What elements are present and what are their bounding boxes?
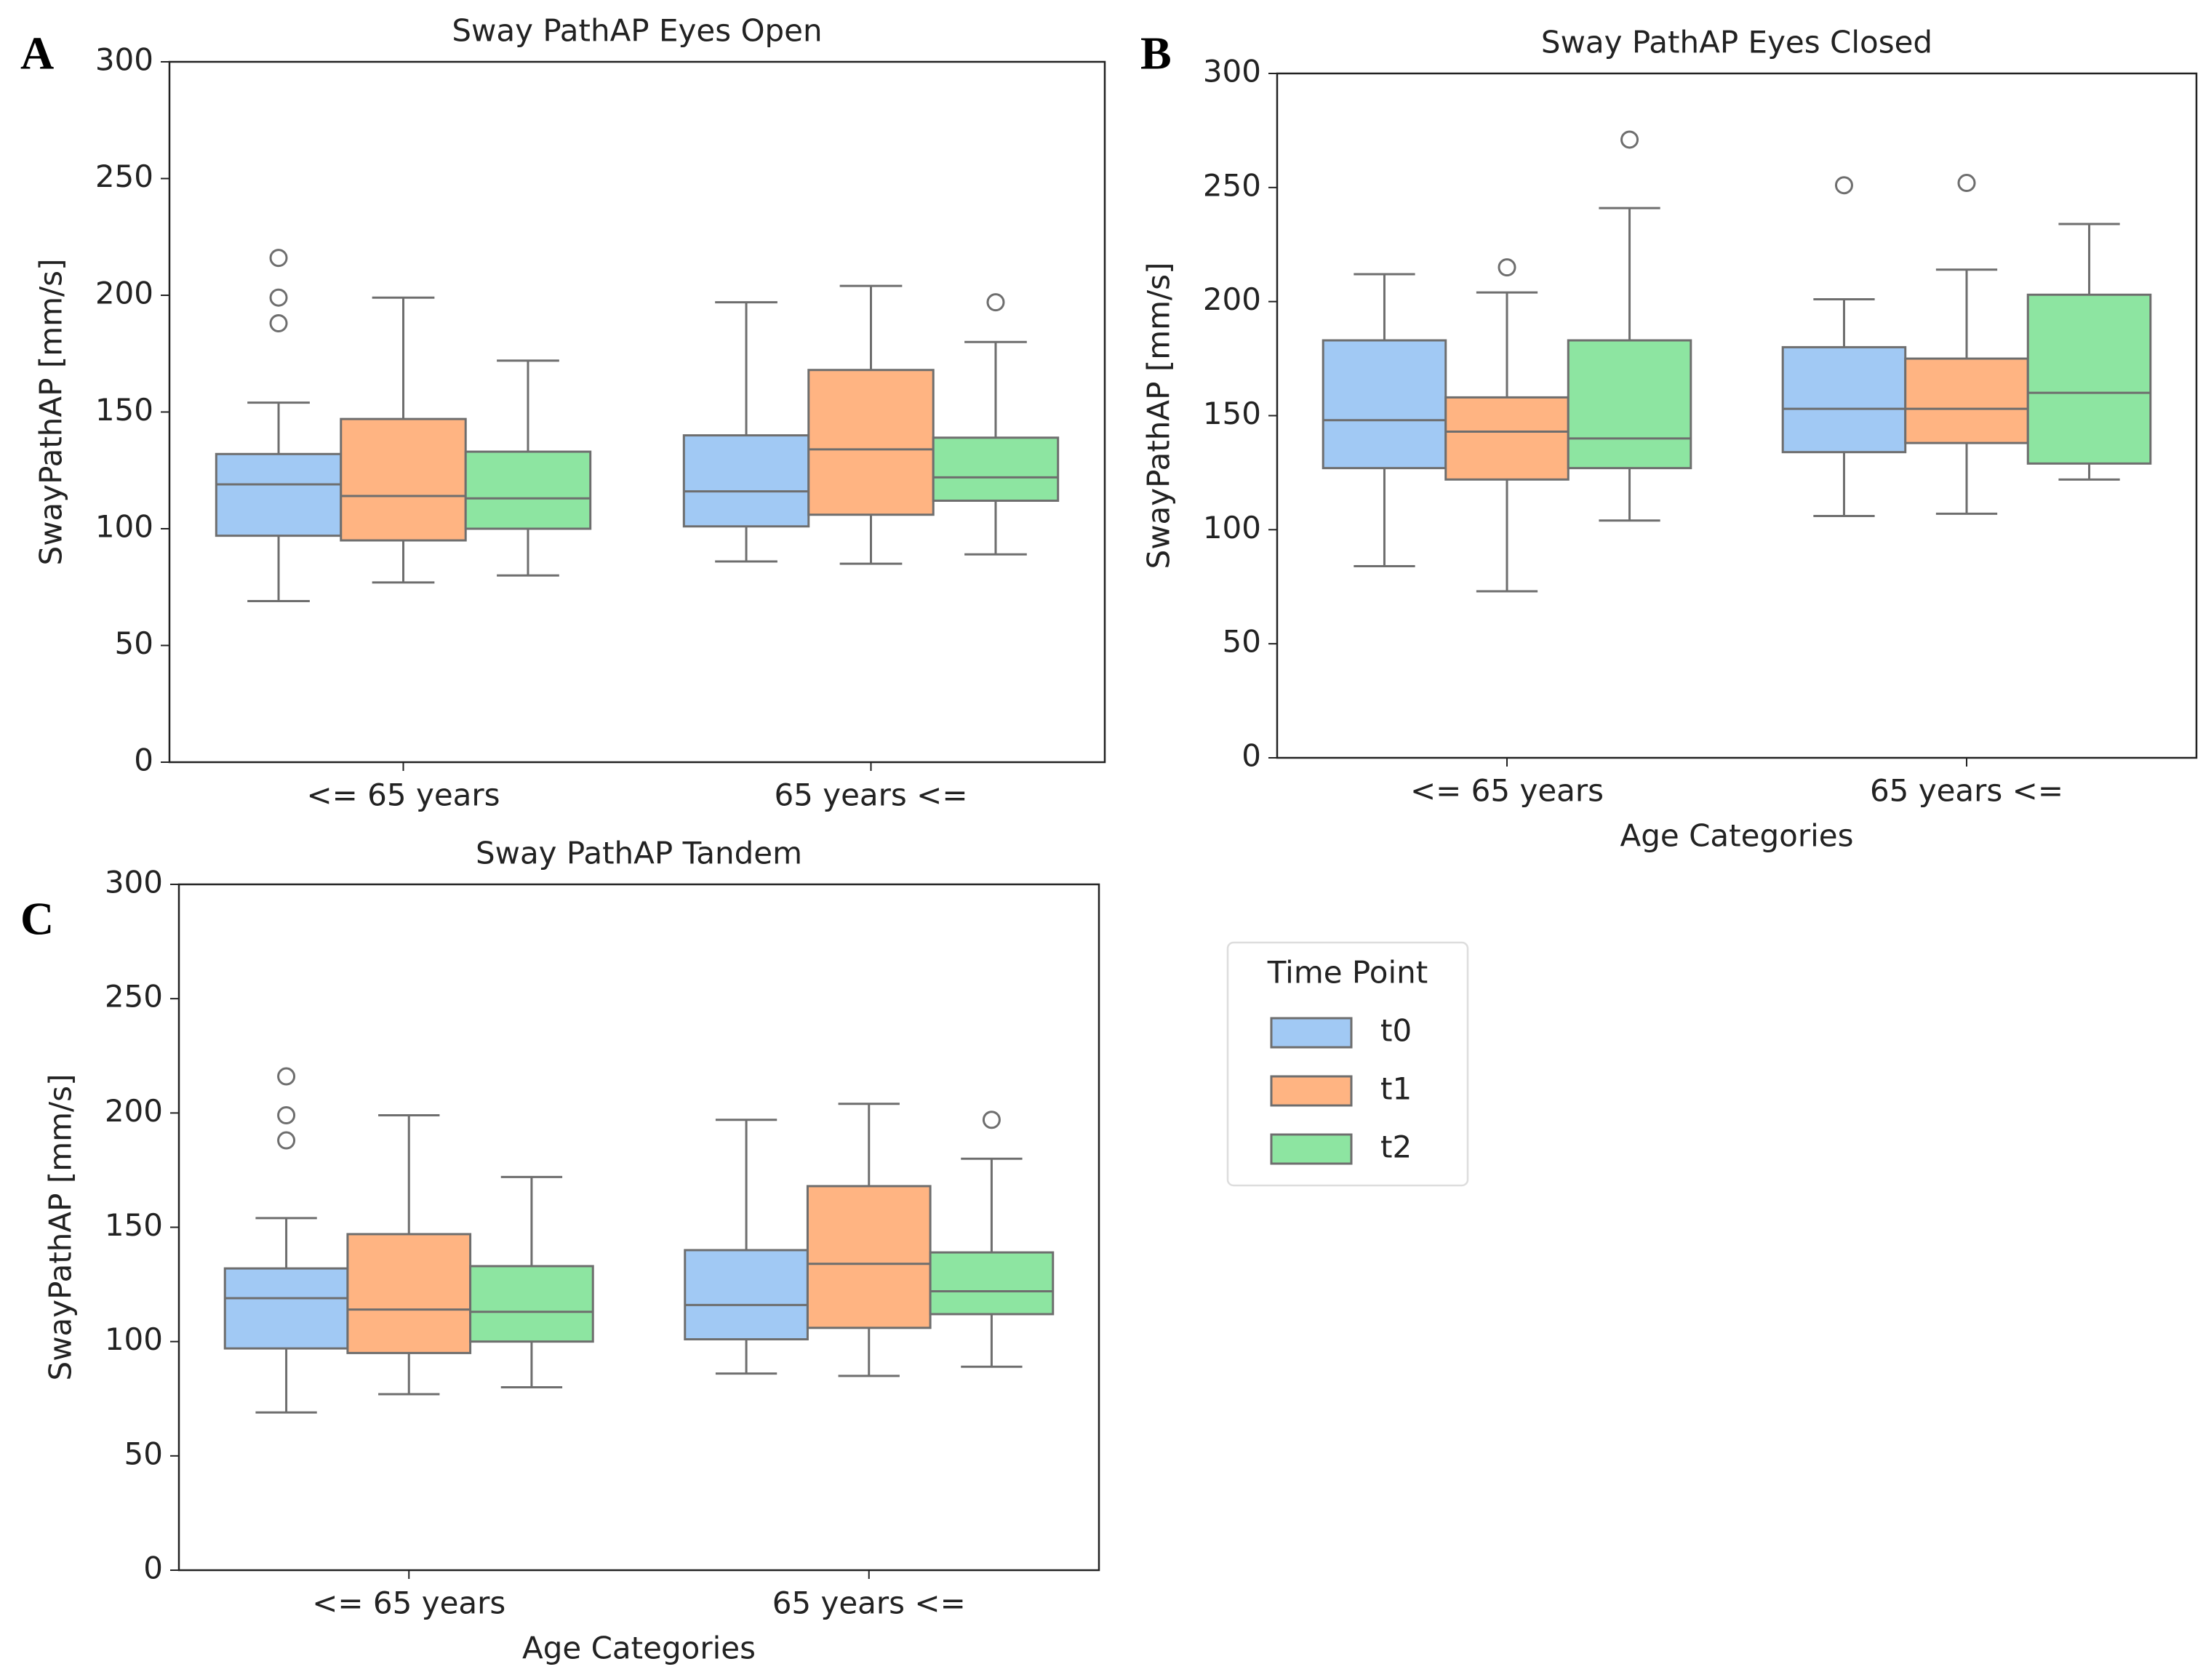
box	[807, 369, 935, 516]
y-tick-label: 150	[95, 392, 153, 428]
x-axis-label: Age Categories	[522, 1631, 756, 1666]
y-tick-label: 50	[115, 625, 153, 661]
y-tick-label: 0	[134, 743, 153, 778]
y-tick-label: 250	[1203, 167, 1261, 203]
legend-swatch	[1270, 1075, 1353, 1107]
box	[929, 1251, 1055, 1316]
flier	[269, 314, 288, 333]
flier	[982, 1111, 1001, 1129]
y-tick-label: 150	[105, 1207, 163, 1243]
flier	[1834, 176, 1853, 195]
chart-title: Sway PathAP Eyes Open	[452, 13, 822, 49]
flier	[277, 1105, 296, 1124]
box	[806, 1185, 932, 1329]
box	[2026, 293, 2152, 465]
box	[223, 1267, 349, 1350]
legend-label: t0	[1380, 1013, 1412, 1049]
panel-label: C	[20, 893, 54, 945]
box	[1444, 396, 1570, 481]
y-tick-label: 200	[1203, 281, 1261, 317]
y-tick-label: 50	[124, 1436, 163, 1471]
x-tick-label: <= 65 years	[1410, 773, 1604, 809]
y-tick-label: 300	[95, 42, 153, 78]
y-axis-label: SwayPathAP [mm/s]	[33, 259, 69, 566]
box	[682, 434, 810, 528]
y-tick-label: 200	[105, 1093, 163, 1129]
y-tick-label: 100	[105, 1321, 163, 1357]
flier	[269, 288, 288, 307]
box	[340, 417, 467, 542]
y-tick-label: 0	[1242, 738, 1261, 774]
y-tick-label: 100	[95, 509, 153, 545]
chart-title: Sway PathAP Tandem	[476, 836, 802, 871]
box	[1904, 357, 2029, 444]
x-tick-label: 65 years <=	[772, 1585, 966, 1621]
y-tick-label: 0	[143, 1551, 163, 1586]
box	[469, 1265, 594, 1343]
panel-label: B	[1140, 28, 1172, 79]
box	[932, 436, 1060, 502]
x-tick-label: 65 years <=	[1870, 773, 2063, 809]
y-tick-label: 150	[1203, 396, 1261, 431]
x-tick-label: <= 65 years	[306, 777, 500, 813]
flier	[277, 1067, 296, 1086]
legend-label: t2	[1380, 1129, 1412, 1165]
box	[1322, 339, 1447, 470]
flier	[277, 1131, 296, 1150]
chart-title: Sway PathAP Eyes Closed	[1541, 25, 1932, 60]
box	[346, 1233, 472, 1354]
y-tick-label: 250	[95, 159, 153, 194]
flier	[1957, 174, 1976, 193]
legend-swatch	[1270, 1133, 1353, 1165]
y-tick-label: 300	[105, 865, 163, 900]
box	[684, 1249, 809, 1341]
y-tick-label: 100	[1203, 510, 1261, 545]
y-tick-label: 250	[105, 979, 163, 1015]
flier	[269, 249, 288, 268]
x-axis-label: Age Categories	[1620, 818, 1854, 854]
x-tick-label: 65 years <=	[774, 777, 967, 813]
y-axis-label: SwayPathAP [mm/s]	[1141, 263, 1177, 569]
panel-label: A	[20, 28, 54, 79]
legend-frame	[1226, 941, 1469, 1187]
legend-swatch	[1270, 1017, 1353, 1049]
box	[464, 450, 592, 530]
y-tick-label: 50	[1223, 624, 1261, 660]
box	[1567, 339, 1692, 470]
plot-frame	[1276, 72, 2198, 759]
box	[215, 452, 343, 537]
y-axis-label: SwayPathAP [mm/s]	[43, 1074, 79, 1381]
plot-frame	[177, 883, 1100, 1572]
legend-title: Time Point	[1267, 955, 1428, 991]
flier	[1498, 258, 1516, 277]
flier	[1620, 130, 1639, 149]
y-tick-label: 200	[95, 276, 153, 311]
legend-label: t1	[1380, 1071, 1412, 1107]
y-tick-label: 300	[1203, 54, 1261, 89]
box	[1781, 345, 1907, 454]
plot-frame	[168, 60, 1106, 764]
flier	[986, 293, 1005, 312]
x-tick-label: <= 65 years	[312, 1585, 505, 1621]
